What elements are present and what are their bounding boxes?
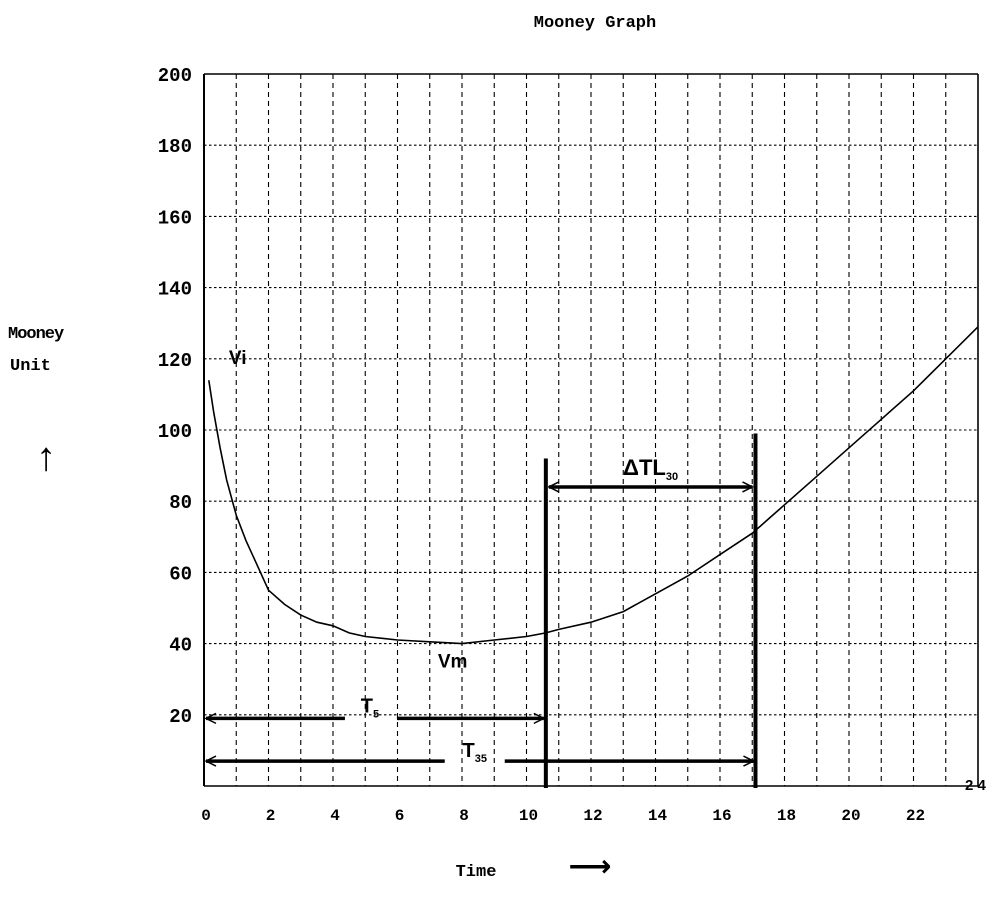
- y-axis-label-line2: Unit: [10, 357, 51, 376]
- t5-label: T5: [361, 695, 379, 720]
- y-tick-label: 80: [169, 492, 192, 514]
- x-tick-labels: 0 2 4 6 8 10 12 14 16 18 20 22: [201, 807, 925, 825]
- x-tick-label: 6: [395, 807, 405, 825]
- x-tick-label: 0: [201, 807, 211, 825]
- delta-tl30-annotation: ΔTL30: [549, 455, 753, 487]
- x-tick-label: 10: [519, 807, 538, 825]
- t35-annotation: T35: [206, 740, 753, 765]
- x-tick-label: 18: [777, 807, 796, 825]
- x-tick-label: 8: [459, 807, 469, 825]
- y-tick-label: 40: [169, 635, 192, 657]
- axes: [203, 73, 979, 787]
- grid: [204, 74, 978, 786]
- y-tick-label: 140: [158, 279, 192, 301]
- mooney-curve: [208, 326, 979, 645]
- x-end-tick-label: 2 4: [965, 777, 987, 794]
- vi-label: Vi: [229, 348, 247, 369]
- y-tick-label: 180: [158, 136, 192, 158]
- y-tick-label: 200: [158, 65, 192, 87]
- x-tick-label: 12: [583, 807, 602, 825]
- x-tick-label: 14: [648, 807, 668, 825]
- y-tick-label: 100: [158, 421, 192, 443]
- x-axis-label: Time: [456, 863, 497, 882]
- x-tick-label: 4: [330, 807, 340, 825]
- x-tick-label: 16: [712, 807, 731, 825]
- delta-tl30-label: ΔTL30: [623, 455, 678, 483]
- y-tick-label: 120: [158, 350, 192, 372]
- y-axis-label-line1: Mooney: [8, 325, 64, 344]
- chart-title: Mooney Graph: [534, 14, 656, 33]
- x-tick-label: 22: [906, 807, 925, 825]
- y-axis-arrow: ↑: [36, 435, 56, 479]
- y-tick-label: 160: [158, 207, 192, 229]
- vm-label: Vm: [438, 651, 468, 672]
- t35-label: T35: [463, 740, 487, 765]
- y-tick-labels: 20 40 60 80 100 120 140 160 180 200: [158, 65, 192, 728]
- y-tick-label: 60: [169, 563, 192, 585]
- t5-annotation: T5: [206, 695, 544, 720]
- x-tick-label: 2: [266, 807, 276, 825]
- y-tick-label: 20: [169, 706, 192, 728]
- x-tick-label: 20: [841, 807, 860, 825]
- x-axis-arrow: ⟶: [568, 850, 611, 883]
